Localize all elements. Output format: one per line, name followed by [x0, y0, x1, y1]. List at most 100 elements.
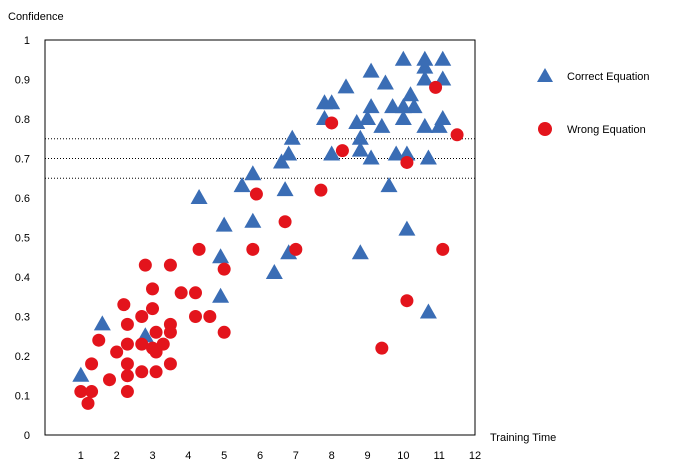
- wrong-point: [249, 187, 263, 201]
- y-axis-ticks: 0 0.1 0.2 0.3 0.4 0.5 0.6 0.7 0.8 0.9 1: [15, 35, 30, 442]
- wrong-point: [92, 333, 106, 347]
- correct-point: [419, 303, 437, 319]
- correct-point: [323, 145, 341, 161]
- correct-point: [430, 117, 448, 133]
- x-axis-ticks: 1 2 3 4 5 6 7 8 9 10 11 12: [78, 450, 481, 462]
- wrong-point: [149, 325, 163, 339]
- correct-point: [244, 212, 262, 228]
- correct-point: [276, 181, 294, 197]
- x-tick-label: 12: [469, 450, 481, 462]
- x-tick-label: 5: [221, 450, 227, 462]
- y-axis-label: Confidence: [8, 11, 64, 23]
- y-tick-label: 0.4: [15, 272, 30, 284]
- correct-point: [402, 86, 419, 102]
- wrong-point: [217, 325, 231, 339]
- y-tick-label: 0.2: [15, 351, 30, 363]
- y-tick-label: 0.9: [15, 75, 30, 87]
- wrong-point: [189, 310, 202, 323]
- legend-label-correct: Correct Equation: [567, 71, 650, 83]
- correct-point: [398, 145, 416, 161]
- wrong-point: [163, 325, 177, 339]
- y-tick-label: 0.3: [15, 312, 30, 324]
- correct-point: [387, 145, 405, 161]
- x-tick-label: 6: [257, 450, 263, 462]
- correct-point: [93, 315, 111, 331]
- y-tick-label: 0.5: [15, 233, 30, 245]
- wrong-point: [450, 128, 464, 142]
- correct-point: [215, 216, 233, 232]
- correct-point: [394, 110, 412, 125]
- wrong-point: [436, 242, 450, 256]
- correct-point: [212, 248, 230, 264]
- wrong-point: [314, 183, 328, 197]
- correct-point: [72, 366, 90, 382]
- correct-point: [351, 244, 369, 260]
- wrong-point: [135, 365, 149, 379]
- wrong-point: [146, 282, 159, 296]
- correct-point: [416, 50, 434, 66]
- wrong-point: [192, 242, 206, 256]
- wrong-point: [400, 155, 414, 169]
- wrong-point: [120, 337, 134, 351]
- legend-marker-correct: [537, 68, 553, 82]
- wrong-point: [174, 286, 188, 300]
- correct-point: [394, 98, 412, 114]
- correct-point: [434, 50, 452, 66]
- correct-point: [348, 113, 366, 129]
- x-tick-label: 4: [185, 450, 191, 462]
- data-markers: [72, 50, 464, 410]
- wrong-point: [110, 345, 124, 359]
- x-tick-label: 10: [397, 450, 409, 462]
- y-tick-label: 0.6: [15, 193, 30, 205]
- correct-point: [398, 220, 416, 236]
- correct-point: [380, 177, 398, 193]
- legend-marker-wrong: [538, 122, 552, 136]
- y-tick-label: 1: [24, 35, 30, 47]
- correct-point: [416, 58, 434, 74]
- wrong-point: [189, 286, 202, 300]
- wrong-point: [103, 373, 116, 387]
- correct-point: [265, 264, 283, 280]
- correct-point: [362, 62, 380, 78]
- wrong-point: [375, 341, 389, 355]
- x-tick-label: 2: [114, 450, 120, 462]
- correct-point: [405, 98, 423, 114]
- wrong-point: [289, 242, 303, 256]
- wrong-point: [203, 310, 217, 323]
- x-axis-label: Training Time: [490, 432, 556, 444]
- wrong-point: [217, 262, 231, 276]
- y-tick-label: 0: [24, 430, 30, 442]
- wrong-point: [120, 369, 134, 383]
- wrong-point: [120, 385, 134, 399]
- x-tick-label: 11: [433, 450, 444, 462]
- wrong-point: [163, 357, 177, 371]
- wrong-point: [146, 302, 159, 316]
- correct-point: [351, 141, 369, 157]
- correct-point: [212, 287, 230, 303]
- correct-point: [384, 98, 402, 114]
- correct-point: [394, 50, 412, 66]
- y-tick-label: 0.1: [15, 391, 30, 403]
- correct-point: [190, 189, 208, 204]
- y-tick-label: 0.8: [15, 114, 30, 126]
- wrong-point: [335, 144, 349, 158]
- wrong-point: [138, 258, 152, 272]
- wrong-point: [81, 396, 95, 410]
- wrong-point: [429, 80, 443, 94]
- correct-point: [280, 244, 298, 260]
- wrong-point: [325, 116, 339, 130]
- x-tick-label: 3: [149, 450, 155, 462]
- wrong-point: [246, 242, 260, 256]
- wrong-point: [278, 215, 292, 229]
- correct-point: [283, 129, 301, 145]
- wrong-point: [149, 365, 163, 379]
- correct-point: [337, 78, 355, 94]
- correct-point: [359, 110, 376, 125]
- wrong-point: [135, 337, 149, 351]
- wrong-point: [135, 310, 149, 323]
- wrong-point: [117, 298, 131, 312]
- x-tick-label: 1: [78, 450, 84, 462]
- x-tick-label: 9: [364, 450, 370, 462]
- wrong-point: [163, 258, 177, 272]
